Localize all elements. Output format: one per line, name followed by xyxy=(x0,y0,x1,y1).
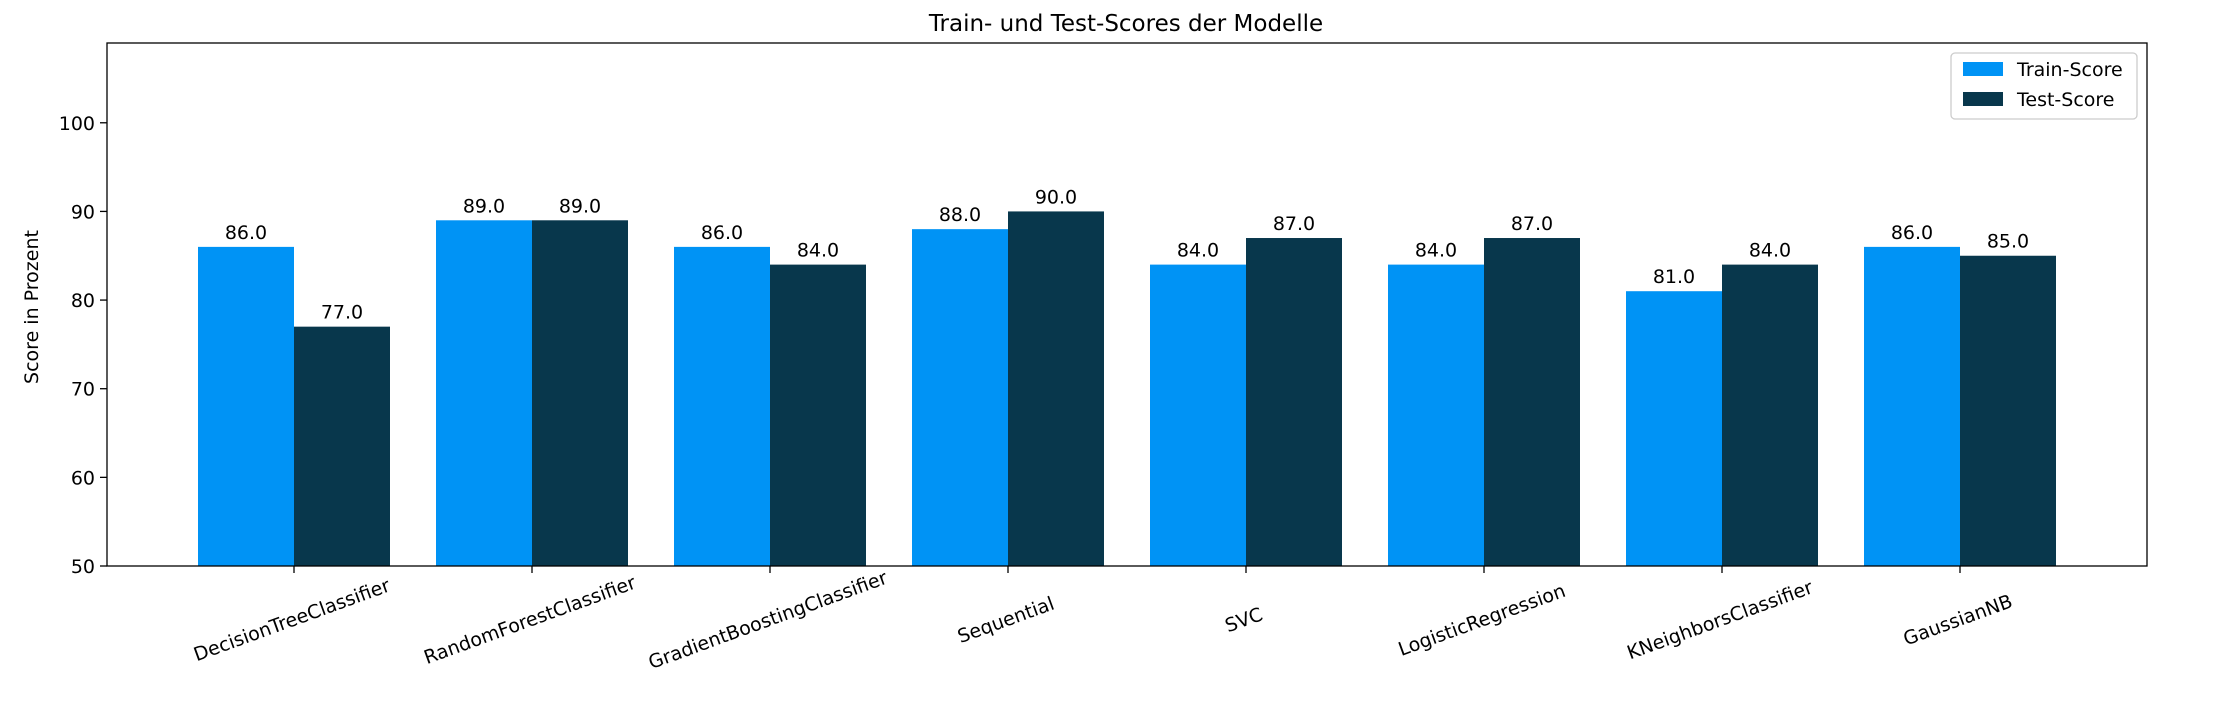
train-bar-5 xyxy=(1388,264,1484,566)
test-bar-7 xyxy=(1960,255,2056,566)
train-bar-1 xyxy=(436,220,532,566)
test-value-label-4: 87.0 xyxy=(1273,213,1315,235)
train-bar-7 xyxy=(1864,246,1960,567)
y-tick-label-4: 90 xyxy=(71,201,95,223)
y-tick-label-5: 100 xyxy=(59,113,95,135)
test-value-label-6: 84.0 xyxy=(1749,240,1791,262)
train-value-label-7: 86.0 xyxy=(1891,222,1933,244)
y-tick-label-0: 50 xyxy=(71,556,95,578)
y-tick-label-2: 70 xyxy=(71,379,95,401)
train-value-label-0: 86.0 xyxy=(225,222,267,244)
bars-group xyxy=(198,211,2056,567)
train-value-label-3: 88.0 xyxy=(939,204,981,226)
test-value-label-1: 89.0 xyxy=(559,195,601,217)
x-tick-label-6: KNeighborsClassifier xyxy=(1624,576,1816,664)
x-tick-label-2: GradientBoostingClassifier xyxy=(646,567,891,674)
x-tick-label-0: DecisionTreeClassifier xyxy=(191,575,393,667)
train-value-label-1: 89.0 xyxy=(463,195,505,217)
x-tick-label-4: SVC xyxy=(1222,603,1266,637)
value-labels-group: 86.0 77.0 89.0 89.0 86.0 84.0 88.0 90.0 84.0 87.0… xyxy=(225,186,2029,323)
train-bar-2 xyxy=(674,246,770,567)
x-tick-label-3: Sequential xyxy=(955,593,1058,648)
train-value-label-4: 84.0 xyxy=(1177,240,1219,262)
x-axis-ticks: DecisionTreeClassifier RandomForestClassi… xyxy=(191,566,2015,674)
plot-frame xyxy=(106,42,2148,567)
train-bar-3 xyxy=(912,229,1008,567)
test-value-label-0: 77.0 xyxy=(321,302,363,324)
x-tick-label-1: RandomForestClassifier xyxy=(421,572,639,669)
train-value-label-6: 81.0 xyxy=(1653,266,1695,288)
legend-swatch-train xyxy=(1963,62,2003,76)
legend-label-train: Train-Score xyxy=(2016,59,2123,81)
y-tick-label-1: 60 xyxy=(71,467,95,489)
legend-label-test: Test-Score xyxy=(2016,89,2115,111)
x-tick-label-5: LogisticRegression xyxy=(1395,580,1568,661)
test-value-label-7: 85.0 xyxy=(1987,231,2029,253)
test-bar-3 xyxy=(1008,211,1104,567)
test-bar-5 xyxy=(1484,238,1580,566)
test-value-label-3: 90.0 xyxy=(1035,186,1077,208)
x-tick-label-7: GaussianNB xyxy=(1900,590,2015,650)
legend-swatch-test xyxy=(1963,92,2003,106)
test-bar-1 xyxy=(532,220,628,566)
test-value-label-5: 87.0 xyxy=(1511,213,1553,235)
test-value-label-2: 84.0 xyxy=(797,240,839,262)
y-tick-label-3: 80 xyxy=(71,290,95,312)
test-bar-6 xyxy=(1722,264,1818,566)
test-bar-0 xyxy=(294,326,390,566)
train-bar-4 xyxy=(1150,264,1246,566)
train-value-label-2: 86.0 xyxy=(701,222,743,244)
chart-title: Train- und Test-Scores der Modelle xyxy=(928,11,1323,37)
train-value-label-5: 84.0 xyxy=(1415,240,1457,262)
train-bar-0 xyxy=(198,246,294,567)
legend: Train-Score Test-Score xyxy=(1950,52,2138,120)
test-bar-2 xyxy=(770,264,866,566)
test-bar-4 xyxy=(1246,238,1342,566)
y-axis-label: Score in Prozent xyxy=(21,230,43,384)
train-bar-6 xyxy=(1626,291,1722,566)
y-axis-ticks: 50 60 70 80 90 100 xyxy=(59,113,107,578)
